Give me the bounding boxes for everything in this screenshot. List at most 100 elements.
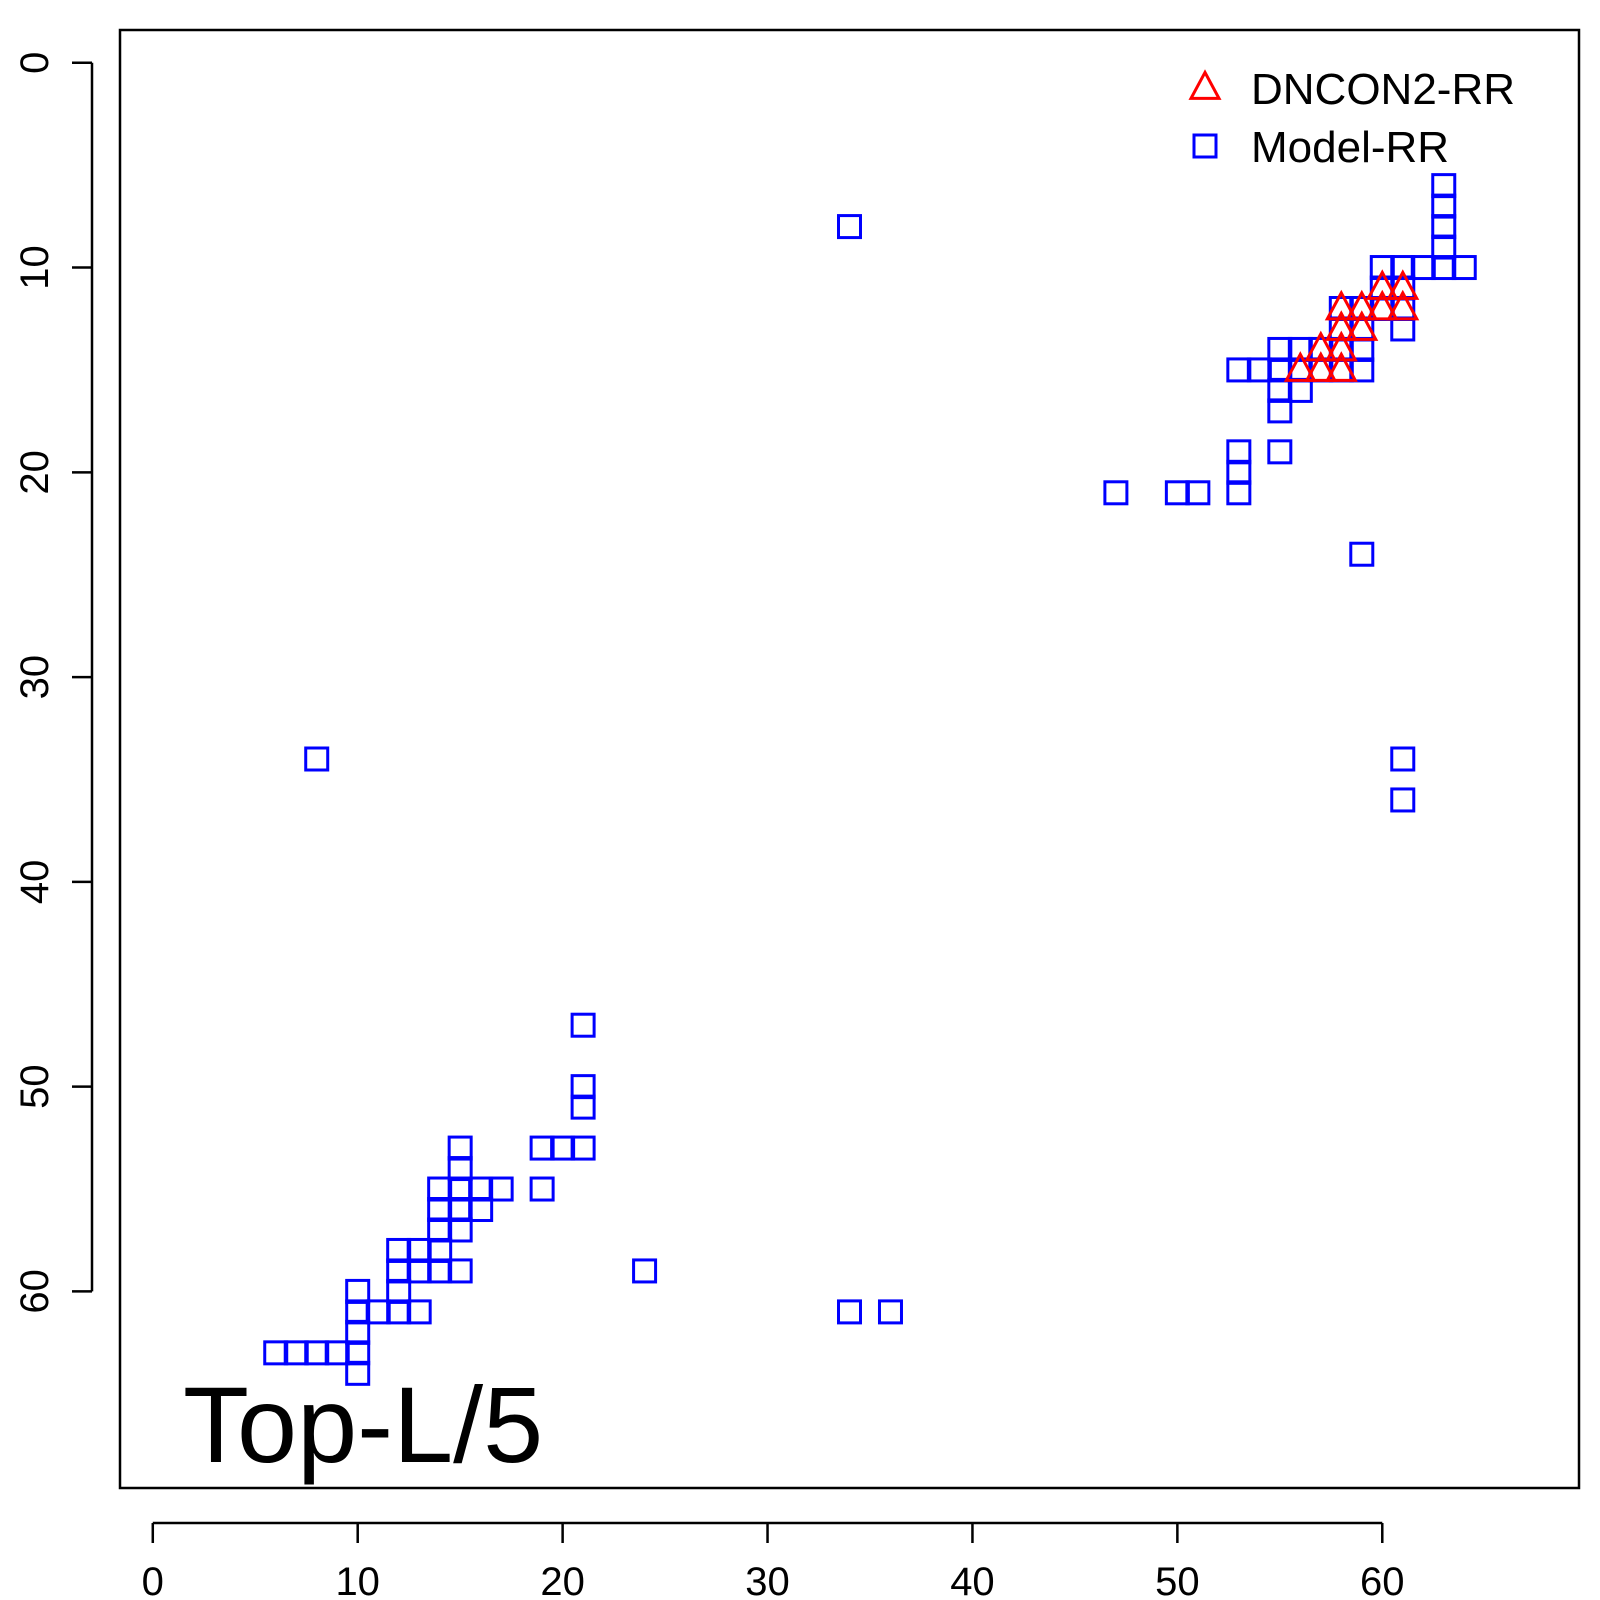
model-rr-point xyxy=(1349,541,1375,567)
model-rr-point xyxy=(427,1197,453,1223)
dncon2-rr-point xyxy=(1345,310,1379,341)
model-rr-point xyxy=(386,1237,412,1263)
model-rr-point xyxy=(550,1135,576,1161)
model-rr-point xyxy=(1390,787,1416,813)
model-rr-point xyxy=(345,1299,371,1325)
x-tick-label: 20 xyxy=(540,1560,585,1600)
model-rr-point xyxy=(304,746,330,772)
model-rr-point xyxy=(468,1176,494,1202)
model-rr-point xyxy=(570,1135,596,1161)
model-rr-point xyxy=(1226,480,1252,506)
model-rr-point xyxy=(324,1340,350,1366)
model-rr-point xyxy=(488,1176,514,1202)
model-rr-point xyxy=(304,1340,330,1366)
model-rr-point xyxy=(570,1074,596,1100)
dncon2-rr-point xyxy=(1324,351,1358,382)
y-tick-label: 50 xyxy=(13,1064,57,1109)
dncon2-rr-point xyxy=(1304,330,1338,362)
model-rr-point xyxy=(447,1217,473,1243)
model-rr-point xyxy=(837,214,862,240)
y-tick-label: 10 xyxy=(13,245,57,290)
model-rr-point xyxy=(1226,459,1252,485)
model-rr-point xyxy=(1431,255,1457,281)
model-rr-point xyxy=(570,1094,596,1120)
x-tick-label: 10 xyxy=(335,1560,380,1600)
y-tick-label: 40 xyxy=(13,860,57,905)
dncon2-rr-point xyxy=(1386,269,1420,300)
model-rr-point xyxy=(468,1197,494,1223)
y-tick-label: 20 xyxy=(13,450,57,495)
plot-frame xyxy=(118,28,1581,1490)
model-rr-point xyxy=(632,1258,658,1284)
model-rr-point xyxy=(427,1258,453,1284)
dncon2-rr-point xyxy=(1386,289,1420,321)
x-tick-label: 0 xyxy=(142,1560,164,1600)
model-rr-point xyxy=(345,1319,371,1345)
model-rr-point xyxy=(1431,173,1457,199)
model-rr-point xyxy=(345,1278,371,1304)
legend-square-marker xyxy=(1192,133,1218,159)
model-rr-point xyxy=(570,1012,596,1038)
model-rr-point xyxy=(1267,377,1293,403)
model-rr-point xyxy=(345,1360,371,1386)
model-rr-point xyxy=(1431,234,1457,260)
dncon2-rr-point xyxy=(1283,351,1317,382)
model-rr-point xyxy=(1267,336,1293,362)
model-rr-point xyxy=(1431,214,1457,240)
model-rr-point xyxy=(529,1176,555,1202)
x-tick-label: 30 xyxy=(745,1560,790,1600)
legend-label: DNCON2-RR xyxy=(1251,65,1515,114)
legend-triangle-marker xyxy=(1188,69,1222,100)
model-rr-point xyxy=(1369,255,1395,281)
model-rr-point xyxy=(1226,357,1252,383)
model-rr-point xyxy=(427,1237,453,1263)
model-rr-point xyxy=(447,1156,473,1182)
dncon2-rr-point xyxy=(1304,351,1338,382)
x-tick-label: 50 xyxy=(1155,1560,1200,1600)
model-rr-point xyxy=(365,1299,391,1325)
model-rr-point xyxy=(1390,316,1416,342)
model-rr-point xyxy=(877,1299,903,1325)
model-rr-point xyxy=(427,1217,453,1243)
model-rr-point xyxy=(427,1176,453,1202)
model-rr-point xyxy=(406,1258,432,1284)
model-rr-point xyxy=(1287,377,1313,403)
x-tick-label: 60 xyxy=(1360,1560,1405,1600)
model-rr-point xyxy=(1390,746,1416,772)
model-rr-point xyxy=(1246,357,1272,383)
axes: 0 10 20 30 40 50 60 0 10 20 30 40 50 60 xyxy=(13,28,1581,1600)
model-rr-point xyxy=(386,1278,412,1304)
model-rr-point xyxy=(1451,255,1477,281)
model-rr-point xyxy=(1390,255,1416,281)
y-tick-label: 60 xyxy=(13,1269,57,1314)
y-tick-label: 0 xyxy=(13,52,57,74)
model-rr-point xyxy=(837,1299,862,1325)
dncon2-rr-point xyxy=(1365,289,1399,321)
model-rr-point xyxy=(1103,480,1129,506)
model-rr-point xyxy=(1431,193,1457,219)
model-rr-point xyxy=(1185,480,1211,506)
model-rr-point xyxy=(529,1135,555,1161)
model-rr-point xyxy=(345,1340,371,1366)
model-rr-point xyxy=(1226,439,1252,465)
model-rr-point xyxy=(386,1299,412,1325)
model-rr-point xyxy=(406,1299,432,1325)
dncon2-rr-point xyxy=(1345,289,1379,321)
x-tick-label: 40 xyxy=(950,1560,995,1600)
model-rr-point xyxy=(386,1258,412,1284)
model-rr-point xyxy=(447,1258,473,1284)
dncon2-rr-point xyxy=(1324,330,1358,362)
model-rr-point xyxy=(263,1340,289,1366)
model-rr-point xyxy=(1410,255,1436,281)
dncon2-rr-point xyxy=(1365,269,1399,300)
dncon2-rr-point xyxy=(1324,310,1358,341)
model-rr-point xyxy=(1267,398,1293,424)
model-rr-point xyxy=(447,1135,473,1161)
dncon2-rr-point xyxy=(1324,289,1358,321)
model-rr-point xyxy=(283,1340,309,1366)
legend: DNCON2-RR Model-RR xyxy=(1188,65,1515,172)
model-rr-point xyxy=(406,1237,432,1263)
model-rr-point xyxy=(447,1197,473,1223)
y-tick-label: 30 xyxy=(13,655,57,700)
